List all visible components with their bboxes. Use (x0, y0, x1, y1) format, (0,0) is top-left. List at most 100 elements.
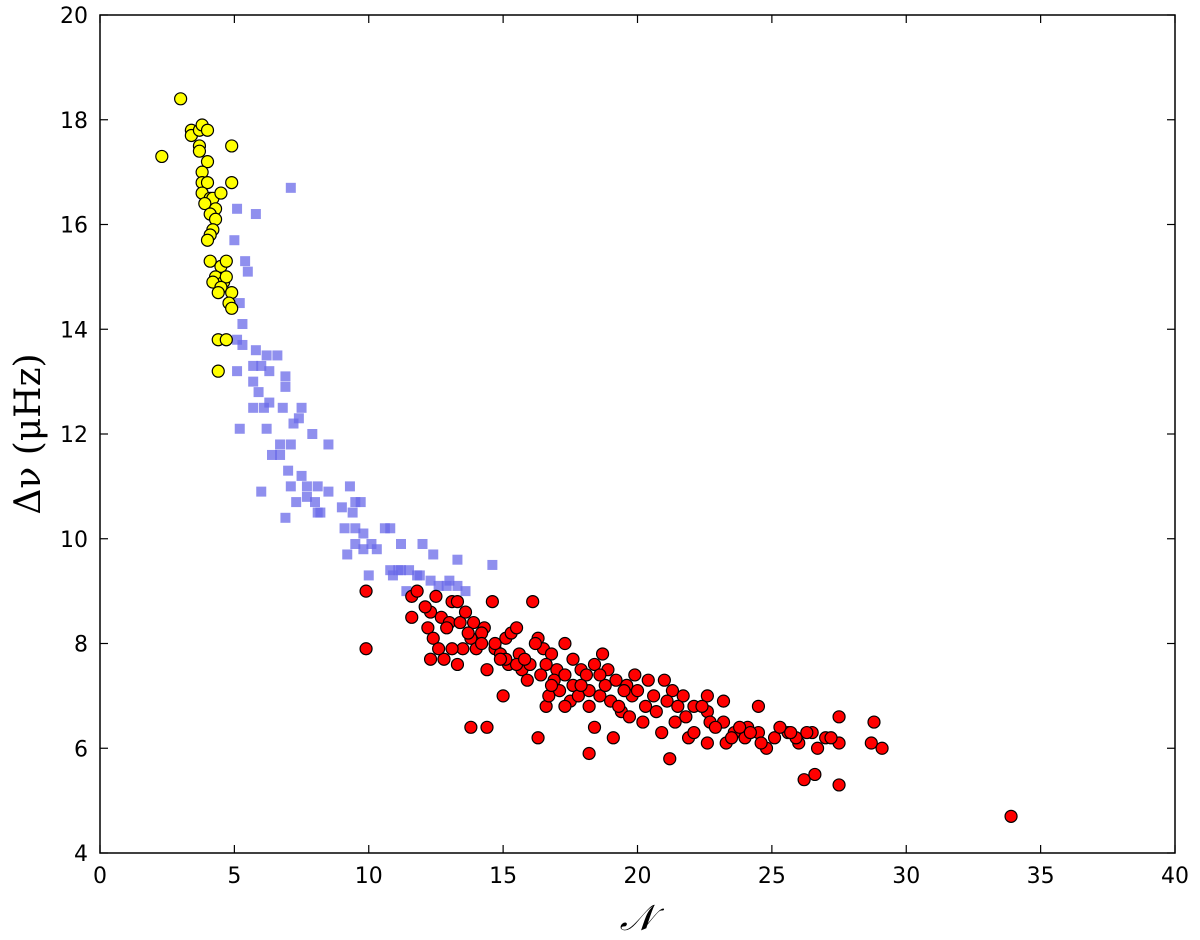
data-point (219, 254, 233, 268)
series-0 (229, 182, 498, 597)
data-point (280, 371, 291, 382)
data-point (410, 584, 424, 598)
data-point (440, 621, 454, 635)
data-point (574, 678, 588, 693)
data-point (628, 668, 642, 682)
data-points (155, 92, 1018, 823)
data-point (466, 615, 481, 630)
data-point (275, 439, 286, 450)
data-point (649, 704, 663, 719)
data-point (237, 319, 248, 330)
data-point (387, 570, 398, 581)
data-point (452, 554, 463, 565)
data-point (700, 736, 714, 750)
data-point (280, 512, 291, 523)
data-point (293, 413, 304, 424)
y-tick-label: 10 (60, 528, 88, 553)
data-point (687, 725, 701, 740)
data-point (371, 544, 382, 555)
data-point (379, 523, 390, 534)
x-tick-label: 0 (93, 864, 107, 889)
data-point (582, 699, 596, 713)
data-point (312, 481, 323, 492)
data-point (396, 538, 406, 549)
data-point (679, 710, 693, 724)
data-point (587, 657, 602, 672)
data-point (773, 720, 787, 734)
x-tick-label: 25 (758, 864, 786, 889)
data-point (301, 491, 312, 502)
data-point (234, 298, 245, 309)
data-point (366, 538, 377, 549)
data-point (296, 402, 307, 413)
data-point (232, 366, 243, 377)
data-point (428, 549, 439, 560)
data-point (641, 673, 655, 687)
data-point (174, 92, 188, 106)
y-tick-label: 18 (60, 109, 88, 134)
data-point (582, 746, 596, 761)
data-point (323, 486, 334, 497)
data-point (237, 339, 248, 350)
data-point (665, 684, 680, 698)
data-point (225, 139, 239, 153)
x-tick-label: 5 (227, 864, 241, 889)
data-point (198, 196, 212, 211)
data-point (460, 586, 471, 597)
data-point (518, 652, 532, 666)
y-tick-label: 20 (60, 4, 88, 29)
data-point (630, 684, 645, 698)
data-point (461, 626, 475, 640)
data-point (200, 155, 215, 169)
data-point (225, 176, 239, 190)
data-point (358, 528, 369, 539)
data-point (242, 266, 253, 277)
data-point (509, 621, 524, 635)
data-point (288, 418, 299, 429)
data-point (203, 254, 217, 268)
data-point (708, 720, 723, 734)
data-point (579, 668, 594, 682)
series-1 (155, 92, 239, 378)
data-point (396, 565, 406, 576)
data-point (587, 720, 602, 734)
data-point (458, 605, 473, 619)
data-point (258, 402, 269, 413)
data-point (433, 580, 444, 591)
data-point (593, 668, 607, 682)
data-point (480, 663, 494, 677)
plot-frame (99, 14, 1176, 854)
data-point (450, 657, 465, 672)
data-point (272, 350, 283, 361)
data-point (339, 523, 350, 534)
data-point (528, 636, 542, 651)
data-point (767, 731, 782, 745)
data-point (558, 636, 572, 651)
data-point (315, 507, 326, 518)
data-point (401, 586, 412, 597)
data-point (452, 580, 463, 591)
data-point (267, 449, 277, 460)
data-point (301, 481, 312, 492)
data-point (264, 397, 275, 408)
data-point (441, 580, 452, 591)
data-point (558, 668, 572, 682)
data-point (192, 144, 207, 158)
data-point (593, 689, 607, 703)
data-point (622, 710, 637, 724)
data-point (350, 538, 361, 549)
x-tick-label: 30 (892, 864, 920, 889)
data-point (716, 694, 731, 708)
data-point (211, 364, 225, 378)
data-point (291, 497, 302, 508)
data-point (824, 731, 838, 745)
data-point (609, 673, 623, 687)
data-point (444, 575, 455, 586)
data-point (219, 270, 233, 284)
data-point (248, 376, 259, 387)
data-point (200, 123, 215, 137)
data-point (307, 429, 318, 439)
data-point (342, 549, 353, 560)
data-point (733, 720, 747, 734)
data-point (264, 366, 275, 377)
